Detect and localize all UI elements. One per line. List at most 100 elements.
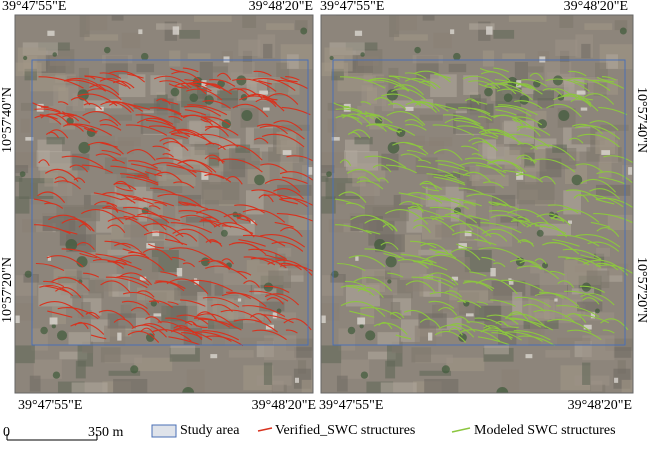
image-texture [465, 313, 474, 317]
swc-structure [517, 239, 535, 247]
image-texture [176, 267, 183, 277]
swc-structure [514, 296, 551, 308]
swc-structure [389, 311, 405, 319]
swc-structure [115, 186, 133, 192]
swc-structure [194, 313, 236, 328]
swc-structure [412, 224, 431, 233]
image-texture [151, 250, 179, 273]
image-texture [153, 313, 162, 317]
image-texture [399, 263, 427, 280]
study-area [332, 59, 626, 346]
swc-structure [112, 159, 126, 164]
image-texture [294, 347, 312, 358]
image-texture [419, 370, 452, 376]
swc-structure [140, 327, 156, 336]
swc-structure [54, 112, 91, 124]
swc-structure [131, 324, 167, 338]
panel-frame [14, 14, 314, 394]
swc-structure [260, 233, 306, 248]
swc-structure [521, 79, 548, 87]
swc-structure [406, 149, 427, 156]
swc-structure [273, 188, 304, 200]
swc-structure [274, 221, 294, 228]
legend-swatch [451, 427, 471, 433]
swc-structure [83, 272, 100, 278]
swc-structure [127, 330, 160, 343]
swc-structure [276, 213, 313, 222]
swc-structure [131, 163, 162, 172]
image-texture [121, 257, 159, 280]
swc-structure [575, 163, 603, 173]
image-texture [327, 102, 345, 111]
image-texture [200, 257, 210, 267]
image-texture [539, 273, 568, 296]
swc-structure [107, 224, 126, 233]
image-texture [451, 276, 459, 281]
swc-structure [79, 252, 98, 259]
coordinate-label: 39°47'55"E [320, 0, 384, 14]
swc-structure [242, 234, 286, 247]
swc-structure [426, 173, 465, 184]
image-texture [539, 158, 562, 178]
swc-structure [602, 329, 615, 334]
swc-structure [249, 290, 289, 302]
image-texture [169, 50, 181, 67]
image-texture [108, 370, 141, 376]
swc-structure [563, 290, 603, 302]
swc-structure [148, 125, 191, 138]
swc-structure [356, 112, 393, 124]
swc-structure [494, 105, 532, 117]
image-texture [15, 175, 23, 182]
swc-structure [152, 329, 192, 342]
image-texture [163, 226, 199, 247]
coordinate-label: 39°47'55"E [319, 398, 383, 413]
image-texture [40, 326, 48, 335]
swc-structure [170, 133, 189, 139]
image-texture [139, 276, 147, 281]
swc-structure [168, 247, 214, 261]
swc-structure [171, 71, 201, 82]
swc-structure [511, 118, 523, 123]
swc-structure [116, 276, 150, 286]
swc-structure [99, 78, 131, 90]
swc-structure [43, 285, 69, 293]
swc-structure [234, 204, 265, 214]
swc-structure [428, 300, 455, 309]
image-texture [484, 87, 493, 97]
image-texture [582, 362, 591, 385]
image-texture [366, 381, 394, 393]
study-area [31, 59, 309, 346]
swc-structure [198, 259, 231, 271]
image-texture [321, 315, 326, 324]
swc-structure [504, 133, 550, 148]
image-texture [156, 165, 167, 181]
image-texture [218, 138, 241, 150]
swc-structure [109, 101, 135, 112]
swc-structure [445, 174, 457, 179]
image-texture [350, 216, 383, 232]
image-texture [179, 29, 200, 39]
swc-structure [126, 149, 156, 161]
image-texture [136, 63, 155, 73]
image-texture [182, 387, 195, 393]
image-texture [197, 291, 208, 316]
swc-structure [596, 171, 633, 184]
swc-structure [468, 137, 493, 148]
swc-structure [242, 305, 286, 318]
image-texture [49, 56, 71, 66]
swc-structure [364, 115, 383, 122]
swc-structure [174, 82, 207, 95]
image-texture [422, 15, 435, 21]
swc-structure [233, 318, 278, 333]
swc-structure [516, 83, 537, 91]
image-texture [59, 351, 88, 360]
swc-structure [279, 197, 313, 207]
swc-structure [46, 255, 84, 268]
swc-structure [144, 171, 163, 177]
image-texture [530, 263, 545, 274]
swc-structure [196, 311, 218, 321]
image-texture [42, 216, 76, 232]
swc-structure [223, 213, 258, 226]
swc-structure [113, 318, 135, 328]
image-texture [272, 312, 277, 319]
